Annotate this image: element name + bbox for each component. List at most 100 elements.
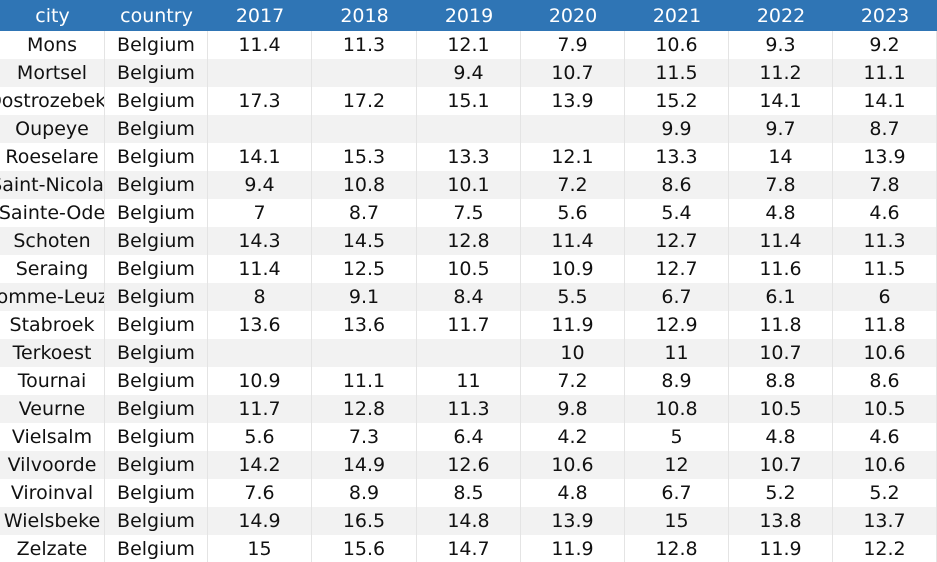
city-cell: Terkoest [0,339,105,367]
value-cell: 12.7 [625,255,729,283]
value-cell: 5.5 [521,283,625,311]
value-cell: 6.4 [417,423,521,451]
country-cell: Belgium [105,255,208,283]
country-cell: Belgium [105,199,208,227]
value-cell: 15.1 [417,87,521,115]
header-cell: 2018 [340,4,389,27]
value-cell [312,115,417,143]
value-cell: 15 [625,507,729,535]
country-cell: Belgium [105,227,208,255]
value-cell: 8.6 [833,367,937,395]
country-cell: Belgium [105,311,208,339]
city-cell: Sainte-Ode [0,199,105,227]
country-cell: Belgium [105,395,208,423]
city-cell: Schoten [0,227,105,255]
value-cell: 8.6 [625,171,729,199]
value-cell: 8.7 [312,199,417,227]
table-row: Sainte-Ode Belgium 7 8.7 7.5 5.6 5.4 4.8 4.6 [0,199,937,227]
header-cell: 2022 [756,4,806,27]
city-cell: Oupeye [0,115,105,143]
value-cell: 7 [208,199,312,227]
value-cell: 17.2 [312,87,417,115]
table-row: Schoten Belgium 14.3 14.5 12.8 11.4 12.7 11.4 11… [0,227,937,255]
table-row: Terkoest Belgium 10 11 10.7 10.6 [0,339,937,367]
value-cell: 12.1 [417,31,521,59]
value-cell: 9.3 [729,31,833,59]
table-row: Veurne Belgium 11.7 12.8 11.3 9.8 10.8 10.5 10.5 [0,395,937,423]
value-cell: 5.6 [521,199,625,227]
city-cell: Somme-Leuze [0,283,105,311]
value-cell: 10.6 [521,451,625,479]
value-cell: 4.8 [521,479,625,507]
value-cell: 5 [625,423,729,451]
value-cell: 7.2 [521,367,625,395]
value-cell: 11.7 [208,395,312,423]
value-cell: 12.2 [833,535,937,562]
value-cell: 12 [625,451,729,479]
value-cell: 10.7 [521,59,625,87]
value-cell: 11.1 [833,59,937,87]
city-cell: Viroinval [0,479,105,507]
country-cell: Belgium [105,423,208,451]
value-cell: 12.5 [312,255,417,283]
value-cell: 4.8 [729,199,833,227]
value-cell: 11.8 [833,311,937,339]
value-cell: 14.9 [312,451,417,479]
value-cell: 11.6 [729,255,833,283]
value-cell [417,339,521,367]
city-cell: Mortsel [0,59,105,87]
value-cell: 14.2 [208,451,312,479]
city-cell: Vielsalm [0,423,105,451]
value-cell: 11.4 [208,255,312,283]
value-cell: 8.9 [625,367,729,395]
value-cell: 8.8 [729,367,833,395]
value-cell: 4.6 [833,423,937,451]
value-cell: 14.1 [833,87,937,115]
header-cell: 2023 [860,4,910,27]
value-cell: 5.2 [833,479,937,507]
value-cell: 16.5 [312,507,417,535]
country-cell: Belgium [105,143,208,171]
value-cell: 12.6 [417,451,521,479]
value-cell: 9.8 [521,395,625,423]
table-row: OostrozebekeBelgium17.317.215.113.915.21… [0,87,937,115]
value-cell: 6.7 [625,283,729,311]
header-cell: country [120,4,193,27]
value-cell: 11 [625,339,729,367]
value-cell: 11.9 [521,311,625,339]
value-cell: 10.5 [833,395,937,423]
value-cell: 13.6 [208,311,312,339]
value-cell: 13.9 [833,143,937,171]
value-cell: 13.9 [521,507,625,535]
value-cell: 13.6 [312,311,417,339]
value-cell: 8.9 [312,479,417,507]
value-cell: 8.5 [417,479,521,507]
value-cell: 11.1 [312,367,417,395]
country-cell: Belgium [105,115,208,143]
table-row: Vilvoorde Belgium 14.2 14.9 12.6 10.6 12 10.7 10… [0,451,937,479]
table-row: Tournai Belgium 10.9 11.1 11 7.2 8.9 8.8 8.6 [0,367,937,395]
value-cell: 10.9 [521,255,625,283]
value-cell: 8.7 [833,115,937,143]
value-cell: 7.3 [312,423,417,451]
value-cell: 14.1 [729,87,833,115]
value-cell: 9.4 [208,171,312,199]
table-row: Oupeye Belgium 9.9 9.7 8.7 [0,115,937,143]
header-cell: city [35,4,70,27]
value-cell: 8.4 [417,283,521,311]
value-cell: 10 [521,339,625,367]
value-cell [312,339,417,367]
value-cell: 4.8 [729,423,833,451]
value-cell: 9.4 [417,59,521,87]
value-cell: 10.6 [625,31,729,59]
value-cell: 10.7 [729,451,833,479]
header-cell: 2019 [444,4,494,27]
value-cell [208,115,312,143]
header-cell: 2021 [652,4,702,27]
table-row: Seraing Belgium 11.4 12.5 10.5 10.9 12.7 11.6 11… [0,255,937,283]
value-cell: 10.5 [417,255,521,283]
value-cell: 15 [208,535,312,562]
value-cell [208,59,312,87]
value-cell [312,59,417,87]
value-cell: 10.6 [833,451,937,479]
